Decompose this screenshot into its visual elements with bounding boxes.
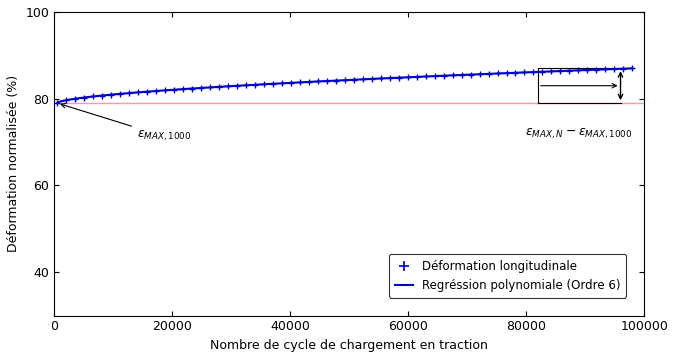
Text: $\varepsilon_{MAX,1000}$: $\varepsilon_{MAX,1000}$ xyxy=(61,103,191,144)
X-axis label: Nombre de cycle de chargement en traction: Nombre de cycle de chargement en tractio… xyxy=(210,339,488,352)
Text: $\varepsilon_{MAX,N} - \varepsilon_{MAX,1000}$: $\varepsilon_{MAX,N} - \varepsilon_{MAX,… xyxy=(526,127,633,141)
Legend: Déformation longitudinale, Regréssion polynomiale (Ordre 6): Déformation longitudinale, Regréssion po… xyxy=(389,254,626,298)
Y-axis label: Déformation normalisée (%): Déformation normalisée (%) xyxy=(7,75,20,252)
